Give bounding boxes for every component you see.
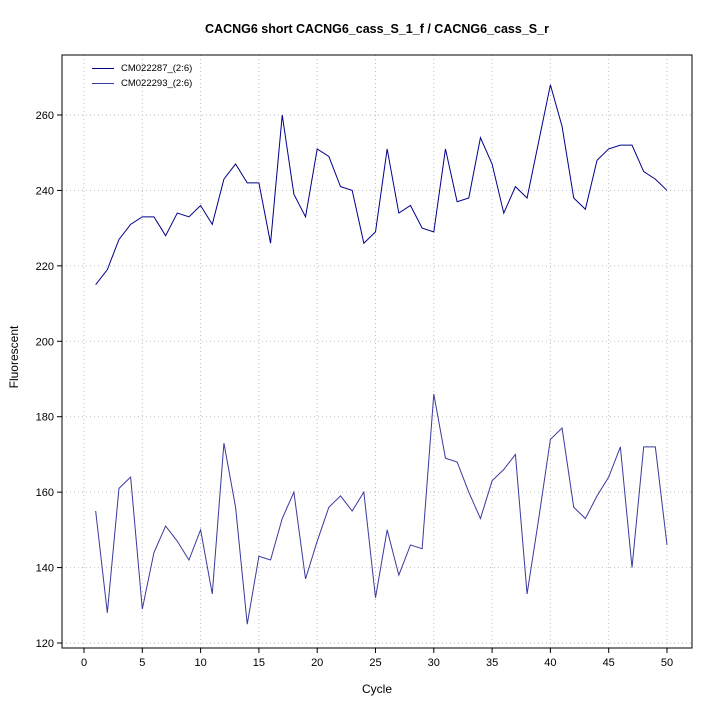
x-tick-label: 50 (661, 657, 673, 669)
x-tick-label: 15 (253, 657, 265, 669)
y-axis-label: Fluorescent (7, 325, 21, 389)
x-tick-label: 0 (81, 657, 87, 669)
legend-line-swatch-series2 (92, 82, 114, 84)
y-tick-label: 140 (36, 563, 54, 575)
legend-line-swatch-series1 (92, 67, 114, 69)
y-tick-label: 200 (36, 336, 54, 348)
x-tick-label: 35 (486, 657, 498, 669)
series-line-CM022293_(2:6) (95, 393, 668, 625)
legend-label-series1: CM022287_(2:6) (121, 62, 193, 74)
x-tick-label: 30 (428, 657, 440, 669)
y-tick-label: 160 (36, 487, 54, 499)
axis-ticks (57, 114, 668, 653)
legend-item-series1: CM022287_(2:6) (92, 62, 192, 74)
series-line-CM022287_(2:6) (95, 84, 668, 286)
legend-label-series2: CM022293_(2:6) (121, 77, 193, 89)
x-tick-label: 10 (194, 657, 206, 669)
grid (62, 55, 692, 648)
x-tick-label: 40 (544, 657, 556, 669)
x-tick-label: 5 (139, 657, 145, 669)
y-tick-label: 260 (36, 110, 54, 122)
y-tick-label: 220 (36, 261, 54, 273)
y-tick-label: 240 (36, 185, 54, 197)
x-axis-label: Cycle (361, 682, 392, 696)
legend: CM022287_(2:6) CM022293_(2:6) (92, 62, 192, 89)
plot-frame (61, 54, 693, 649)
x-tick-label: 25 (369, 657, 381, 669)
y-tick-label: 120 (36, 638, 54, 650)
legend-item-series2: CM022293_(2:6) (92, 77, 192, 89)
axis-tick-labels: 0 5 10 15 20 25 30 35 40 45 50 120 140 160 180 200 220 24… (36, 110, 673, 669)
x-tick-label: 20 (311, 657, 323, 669)
x-tick-label: 45 (603, 657, 615, 669)
y-tick-label: 180 (36, 412, 54, 424)
chart-title: CACNG6 short CACNG6_cass_S_1_f / CACNG6_… (205, 22, 549, 36)
